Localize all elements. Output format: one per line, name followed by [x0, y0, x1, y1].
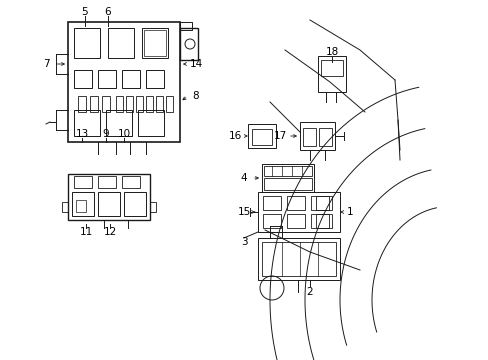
Bar — [74, 176, 92, 188]
Bar — [146, 96, 153, 112]
Text: 14: 14 — [189, 59, 202, 69]
Text: 11: 11 — [79, 227, 92, 237]
Bar — [74, 110, 100, 136]
Bar — [116, 96, 123, 112]
Bar — [142, 28, 168, 58]
Bar — [126, 96, 133, 112]
Text: 16: 16 — [228, 131, 241, 141]
Text: 7: 7 — [42, 59, 49, 69]
Text: 15: 15 — [237, 207, 250, 217]
Bar — [78, 96, 86, 112]
Text: 18: 18 — [325, 47, 338, 57]
Bar — [180, 28, 198, 60]
Bar — [310, 214, 328, 228]
Bar — [122, 176, 140, 188]
Bar — [68, 22, 180, 142]
Bar — [62, 202, 68, 212]
Text: 17: 17 — [273, 131, 286, 141]
Bar — [315, 196, 331, 210]
Bar — [247, 124, 275, 148]
Bar — [258, 192, 339, 232]
Text: 8: 8 — [192, 91, 199, 101]
Bar — [303, 128, 315, 146]
Text: 6: 6 — [104, 7, 111, 17]
Bar — [286, 196, 305, 210]
Bar — [98, 70, 116, 88]
Bar — [98, 176, 116, 188]
Bar — [108, 28, 134, 58]
Bar — [320, 60, 342, 76]
Text: 10: 10 — [117, 129, 130, 139]
Bar — [264, 178, 311, 190]
Bar — [146, 70, 163, 88]
Bar — [310, 196, 328, 210]
Bar — [150, 202, 156, 212]
Bar — [143, 30, 165, 56]
Text: 9: 9 — [102, 129, 109, 139]
Bar — [264, 166, 311, 176]
Bar — [263, 196, 281, 210]
Bar — [72, 192, 94, 216]
Text: 3: 3 — [240, 237, 247, 247]
Bar — [165, 96, 173, 112]
Bar — [68, 174, 150, 220]
Bar — [76, 200, 86, 212]
Bar — [262, 164, 313, 192]
Text: 5: 5 — [81, 7, 88, 17]
Bar — [156, 96, 163, 112]
Bar — [263, 214, 281, 228]
Text: 12: 12 — [103, 227, 116, 237]
Text: 4: 4 — [240, 173, 247, 183]
Bar — [102, 96, 110, 112]
Bar — [317, 56, 346, 92]
Bar — [74, 28, 100, 58]
Bar — [74, 70, 92, 88]
Bar — [258, 238, 339, 280]
Bar — [124, 192, 146, 216]
Bar — [98, 192, 120, 216]
Bar — [180, 22, 192, 30]
Bar — [262, 242, 335, 276]
Text: 2: 2 — [306, 287, 313, 297]
Text: 1: 1 — [346, 207, 353, 217]
Bar — [315, 214, 331, 228]
Bar — [299, 122, 334, 150]
Bar — [138, 110, 163, 136]
Bar — [251, 129, 271, 145]
Bar — [136, 96, 142, 112]
Bar — [106, 110, 132, 136]
Text: 13: 13 — [75, 129, 88, 139]
Bar — [318, 128, 331, 146]
Bar — [122, 70, 140, 88]
Bar — [90, 96, 98, 112]
Bar — [286, 214, 305, 228]
